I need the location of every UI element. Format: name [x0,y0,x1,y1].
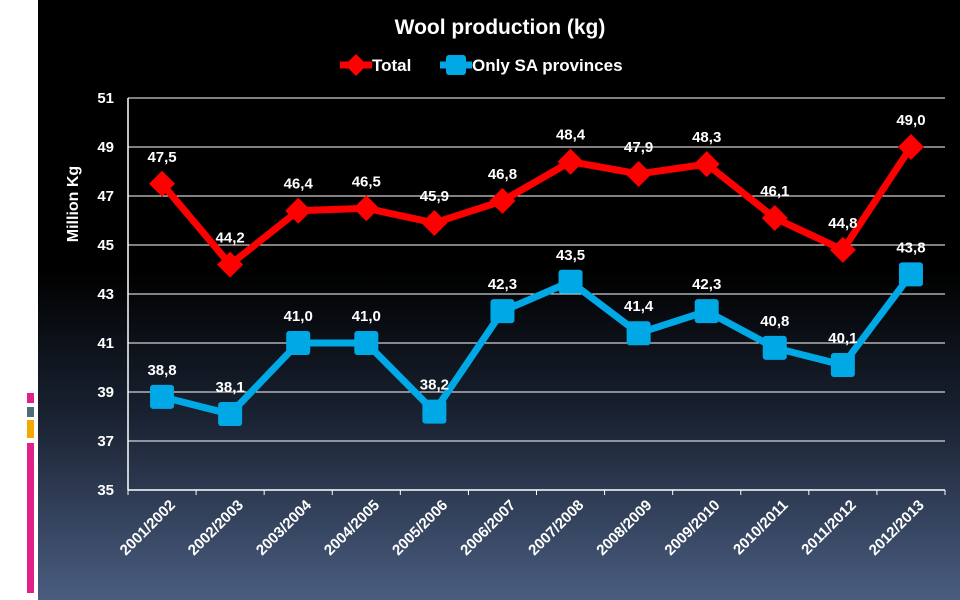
data-point [558,269,583,294]
data-label: 46,5 [352,173,381,190]
data-label: 47,9 [624,139,653,156]
legend-marker [446,55,466,75]
data-label: 48,4 [556,127,586,144]
data-point [150,384,175,409]
y-tick-label: 47 [97,188,114,205]
data-label: 44,8 [828,215,857,232]
data-point [353,195,380,222]
data-label: 43,8 [896,239,925,256]
data-point [354,331,379,355]
data-point [829,236,856,263]
data-label: 49,0 [896,112,925,129]
x-tick-label: 2011/2012 [798,497,860,559]
y-axis-title: Million Kg [65,166,82,242]
decor-pink-square [27,393,34,403]
series-line-2 [161,272,914,418]
y-tick-label: 45 [97,237,114,254]
x-tick-label: 2004/2005 [321,497,383,559]
x-tick-label: 2007/2008 [525,497,587,559]
x-tick-label: 2012/2013 [866,497,928,559]
data-label: 44,2 [216,230,245,247]
x-tick-label: 2010/2011 [730,497,792,559]
data-label: 40,1 [828,330,857,347]
data-labels: 47,5 44,2 46,4 46,5 45,9 46,8 48,4 47,9 48,3 46,1… [147,112,925,396]
decor-slate-square [27,407,34,417]
data-label: 41,4 [624,298,654,315]
legend-label: Total [372,56,411,75]
x-tick-label: 2003/2004 [253,496,316,559]
data-point [625,160,652,187]
x-tick-label: 2002/2003 [185,497,247,559]
data-point [694,299,719,324]
data-label: 42,3 [488,276,517,293]
data-label: 38,1 [216,379,245,396]
data-label: 40,8 [760,313,789,330]
data-label: 46,4 [284,176,314,193]
decor-gold-square [27,420,34,438]
y-tick-label: 43 [97,286,114,303]
data-point [898,262,923,287]
data-label: 41,0 [352,308,381,325]
data-point [286,331,311,355]
y-tick-label: 35 [97,482,114,499]
data-point [489,187,516,214]
data-label: 42,3 [692,276,721,293]
axes [127,98,946,495]
data-point [217,251,244,278]
data-point [149,170,176,197]
y-tick-label: 49 [97,139,114,156]
x-tick-label: 2006/2007 [457,497,519,559]
data-label: 47,5 [147,149,176,166]
legend-label: Only SA provinces [472,56,623,75]
data-label: 38,8 [147,362,176,379]
y-tick-label: 51 [97,90,114,107]
y-tick-label: 39 [97,384,114,401]
y-tick-label: 41 [97,335,114,352]
data-label: 43,5 [556,247,585,264]
corner-decoration [13,21,35,91]
data-point [421,209,448,236]
data-label: 46,8 [488,166,517,183]
series-layer [149,134,924,427]
y-axis-ticks: 35 37 39 41 43 45 47 49 51 [97,90,114,499]
data-label: 41,0 [284,308,313,325]
x-tick-label: 2001/2002 [117,497,179,559]
data-label: 46,1 [760,183,789,200]
data-point [557,148,584,175]
legend-marker [345,54,367,76]
data-point [218,402,243,427]
x-tick-label: 2008/2009 [593,497,655,559]
x-tick-label: 2005/2006 [389,497,451,559]
data-point [422,399,447,424]
y-tick-label: 37 [97,433,114,450]
data-point [762,335,787,360]
data-label: 38,2 [420,377,449,394]
data-point [490,299,515,324]
data-point [285,197,312,224]
legend: Total Only SA provinces [340,54,623,76]
x-axis-ticks: 2001/2002 2002/2003 2003/2004 2004/2005 2005… [117,496,928,559]
chart-title: Wool production (kg) [395,16,606,39]
data-point [761,205,788,232]
x-tick-label: 2009/2010 [661,497,723,559]
data-point [830,353,855,378]
series-line-1 [159,145,914,269]
data-point [626,321,651,346]
data-label: 48,3 [692,129,721,146]
decor-pink-bar [27,443,34,593]
data-point [693,151,720,178]
data-label: 45,9 [420,188,449,205]
data-point [897,134,924,160]
